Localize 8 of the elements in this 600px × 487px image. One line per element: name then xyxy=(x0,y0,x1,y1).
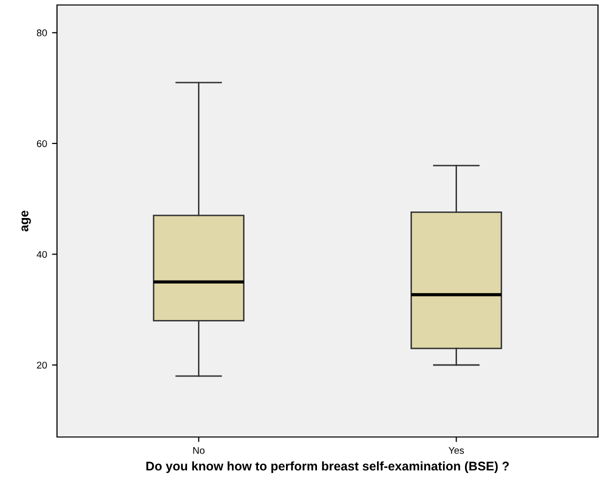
x-tick-label: No xyxy=(193,447,204,454)
y-tick-label: 40 xyxy=(36,250,47,258)
x-axis-title: Do you know how to perform breast self-examination (BSE) ? xyxy=(146,461,509,473)
y-tick-label: 20 xyxy=(36,362,47,369)
y-tick-label: 80 xyxy=(36,29,47,36)
y-axis-title: age xyxy=(22,210,31,232)
x-tick-label: Yes xyxy=(448,447,464,454)
y-tick-label: 60 xyxy=(36,140,47,148)
